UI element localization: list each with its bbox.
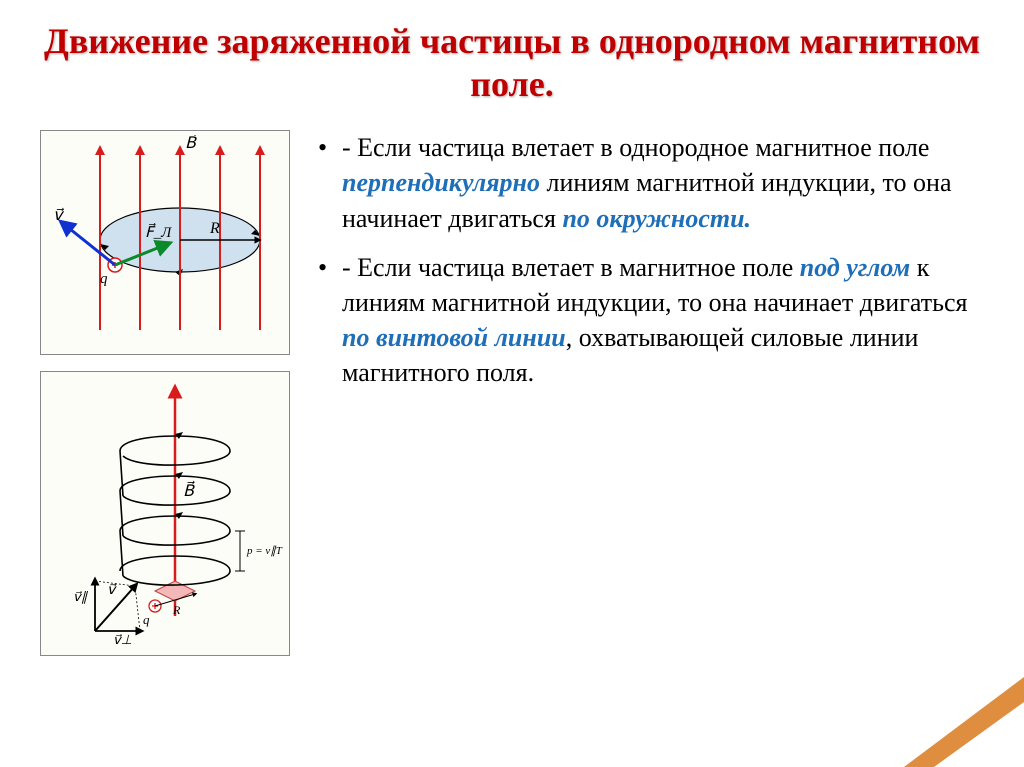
bullet-list: - Если частица влетает в однородное магн… (310, 130, 984, 656)
body-text: - Если частица влетает в однородное магн… (342, 133, 929, 162)
helical-motion-svg: B⃗ (45, 376, 285, 646)
diagram-helical: B⃗ (40, 371, 290, 656)
label-p: p = v∥T (246, 545, 283, 557)
emphasis-text: по окружности. (562, 204, 751, 233)
label-B: B⃗ (185, 135, 197, 152)
body-text: - Если частица влетает в магнитное поле (342, 253, 800, 282)
emphasis-text: под углом (800, 253, 910, 282)
label-v2: v⃗ (107, 583, 117, 598)
label-vperp: v⃗⊥ (113, 632, 132, 646)
label-R: R (209, 220, 220, 237)
emphasis-text: перпендикулярно (342, 168, 540, 197)
emphasis-text: по винтовой линии (342, 323, 566, 352)
diagrams-column: B⃗ R q v⃗ F⃗_Л (40, 130, 290, 656)
page-title: Движение заряженной частицы в однородном… (40, 20, 984, 106)
bullet-item: - Если частица влетает в однородное магн… (330, 130, 984, 235)
diagram-circular: B⃗ R q v⃗ F⃗_Л (40, 130, 290, 355)
label-v: v⃗ (53, 207, 65, 224)
label-R2: R (172, 603, 181, 617)
page-curl-inner (934, 702, 1024, 767)
label-F: F⃗_Л (145, 223, 172, 242)
velocity-vectors (95, 581, 140, 631)
circular-motion-svg: B⃗ R q v⃗ F⃗_Л (45, 135, 285, 345)
label-q2: q (143, 612, 150, 627)
label-q: q (100, 271, 108, 287)
label-B2: B⃗ (183, 480, 195, 500)
label-vpar: v⃗∥ (73, 589, 89, 604)
content-area: B⃗ R q v⃗ F⃗_Л (40, 130, 984, 656)
bullet-item: - Если частица влетает в магнитное поле … (330, 250, 984, 390)
